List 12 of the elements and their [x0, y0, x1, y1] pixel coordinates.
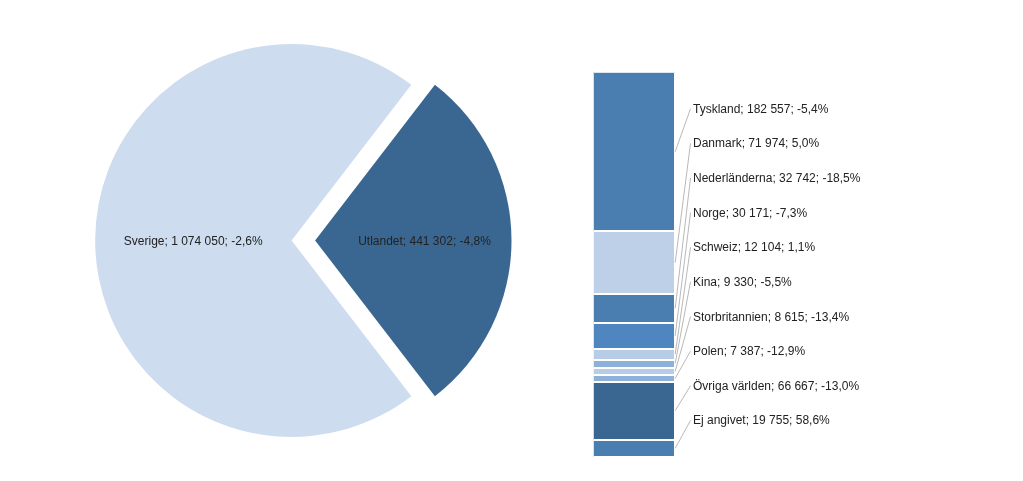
data-label: Storbritannien; 8 615; -13,4%	[693, 310, 850, 324]
slice-label: Utlandet; 441 302; -4,8%	[358, 233, 492, 248]
data-label: Norge; 30 171; -7,3%	[693, 206, 808, 220]
slice-label: Sverige; 1 074 050; -2,6%	[123, 233, 263, 248]
data-label: Övriga världen; 66 667; -13,0%	[693, 379, 860, 393]
data-label: Ej angivet; 19 755; 58,6%	[693, 413, 831, 427]
data-label: Polen; 7 387; -12,9%	[693, 344, 806, 358]
data-label: Tyskland; 182 557; -5,4%	[693, 102, 829, 116]
data-label: Kina; 9 330; -5,5%	[693, 275, 793, 289]
data-label: Danmark; 71 974; 5,0%	[693, 136, 820, 150]
data-label: Schweiz; 12 104; 1,1%	[693, 240, 816, 254]
data-label: Nederländerna; 32 742; -18,5%	[693, 171, 861, 185]
